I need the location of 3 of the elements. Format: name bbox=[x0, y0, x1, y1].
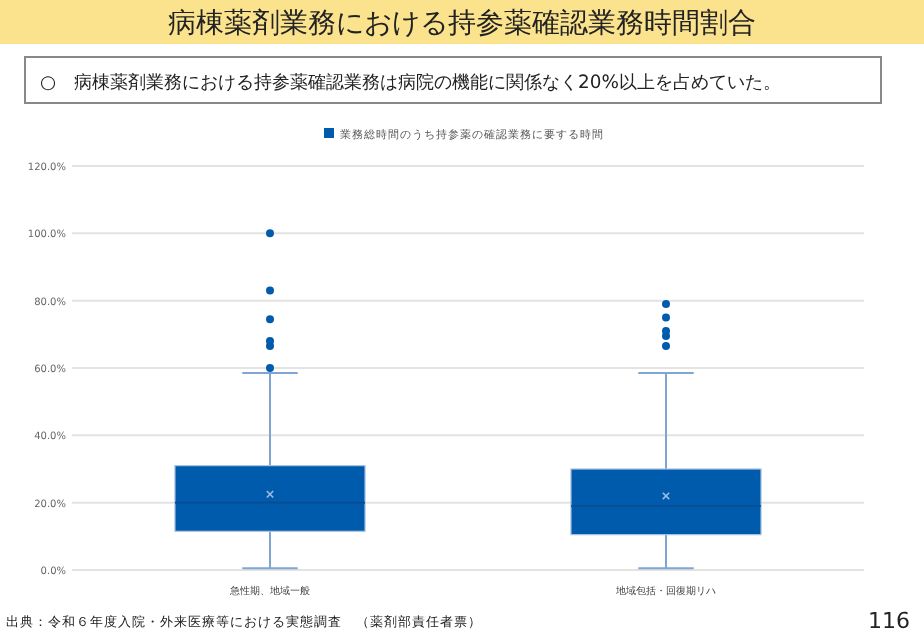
chart-title: 病棟薬剤業務における持参薬確認業務時間割合 bbox=[168, 8, 756, 40]
chart-subtitle: ○ 病棟薬剤業務における持参薬確認業務は病院の機能に関係なく20%以上を占めていた。 bbox=[40, 72, 781, 94]
text: 116 bbox=[868, 608, 910, 634]
